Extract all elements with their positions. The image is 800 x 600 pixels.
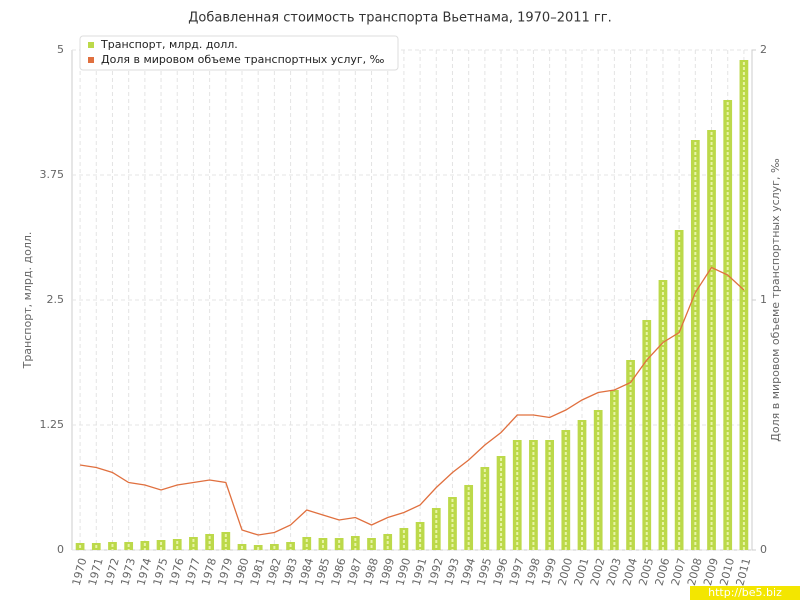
legend: Транспорт, млрд. долл. Доля в мировом объ… (79, 35, 399, 71)
bar (448, 497, 457, 550)
bar (334, 538, 344, 550)
legend-swatch (88, 57, 94, 63)
y-axis-label: Транспорт, млрд. долл. (21, 232, 34, 370)
y2-tick-label: 2 (760, 43, 767, 56)
watermark-bg (690, 586, 800, 600)
y2-axis-label: Доля в мировом объеме транспортных услуг… (769, 158, 782, 442)
legend-box (79, 35, 399, 71)
legend-label: Транспорт, млрд. долл. (100, 38, 238, 51)
y-tick-label: 3.75 (40, 168, 65, 181)
watermark: http://be5.biz (708, 586, 782, 599)
bar (318, 538, 328, 550)
y-tick-label: 0 (57, 543, 64, 556)
bar (480, 467, 490, 550)
y2-tick-label: 0 (760, 543, 767, 556)
legend-label: Доля в мировом объеме транспортных услуг… (101, 53, 385, 66)
bar (431, 508, 441, 550)
y2-tick-label: 1 (760, 293, 767, 306)
y-tick-label: 1.25 (40, 418, 65, 431)
bar (172, 539, 182, 550)
y-tick-label: 2.5 (47, 293, 65, 306)
y-tick-label: 5 (57, 43, 64, 56)
legend-swatch (88, 42, 94, 48)
bar (367, 538, 376, 550)
bar (302, 537, 312, 550)
chart-title: Добавленная стоимость транспорта Вьетнам… (188, 11, 611, 26)
line (79, 266, 745, 536)
bar (399, 528, 409, 550)
bar (189, 537, 198, 550)
